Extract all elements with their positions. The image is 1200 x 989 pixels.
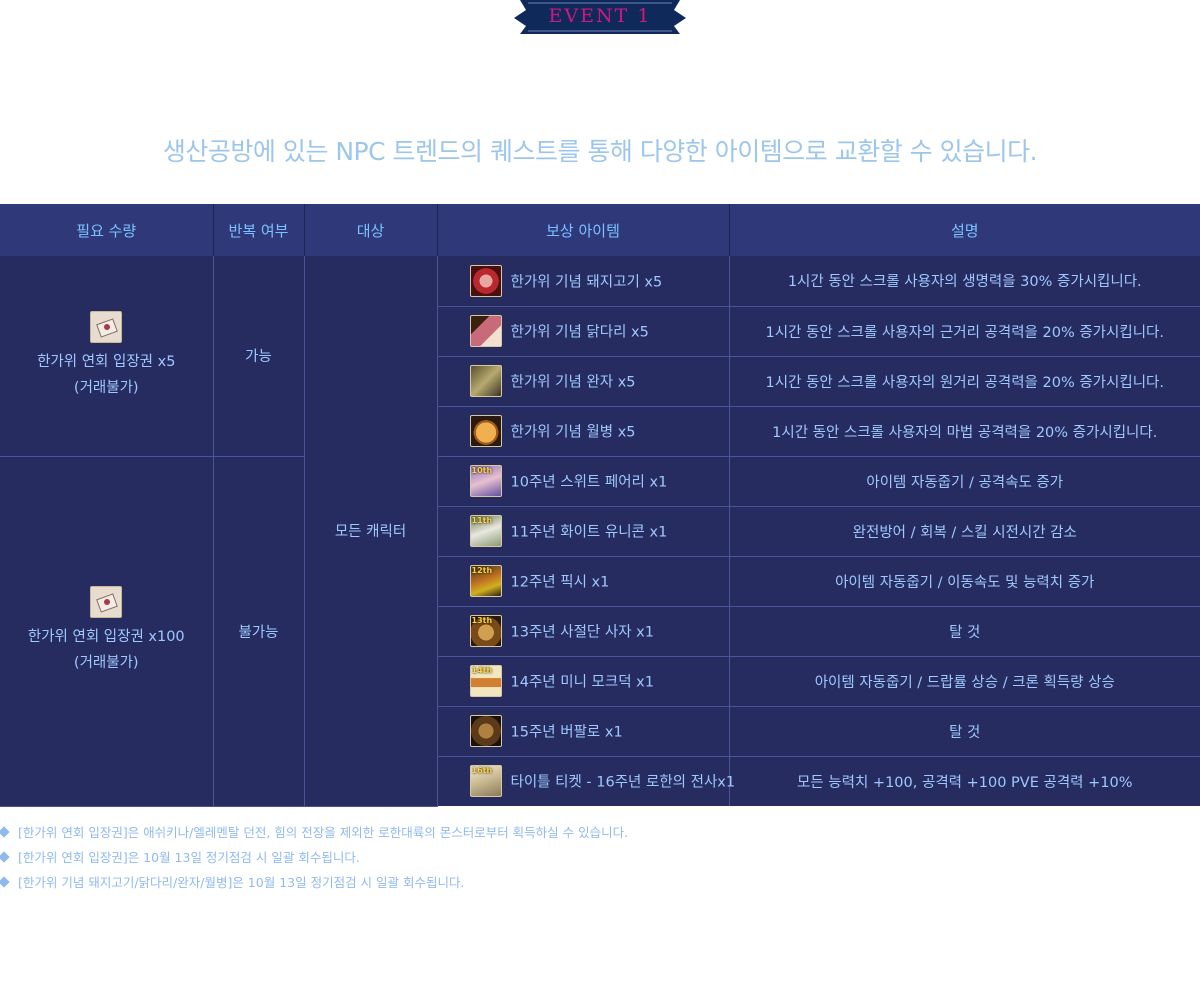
reward-name: 타이틀 티켓 - 16주년 로한의 전사x1: [510, 774, 736, 791]
anniversary-badge: 11th: [471, 516, 493, 525]
repeat-cell: 가능: [213, 256, 305, 457]
reward-cell: 한가위 기념 돼지고기 x5: [437, 256, 730, 307]
target-cell: 모든 캐릭터: [304, 256, 438, 807]
anniversary-badge: 14th: [471, 666, 493, 675]
repeat-cell: 불가능: [213, 456, 305, 807]
event-ribbon: EVENT 1: [514, 0, 686, 34]
description-cell: 탈 것: [729, 606, 1200, 657]
reward-cell: 한가위 기념 닭다리 x5: [437, 306, 730, 357]
ticket-icon: [90, 586, 123, 618]
required-ticket-cell: 한가위 연회 입장권 x100 (거래불가): [0, 456, 214, 807]
description-cell: 아이템 자동줍기 / 공격속도 증가: [729, 456, 1200, 507]
table-row: 16th 타이틀 티켓 - 16주년 로한의 전사x1 모든 능력치 +100, 공…: [0, 756, 1200, 806]
description-cell: 1시간 동안 스크롤 사용자의 마법 공격력을 20% 증가시킵니다.: [729, 406, 1200, 457]
anniversary-badge: 10th: [471, 466, 493, 475]
mocaduck-icon: 14th: [469, 665, 502, 697]
diamond-bullet-icon: [0, 876, 10, 888]
reward-name: 한가위 기념 닭다리 x5: [510, 324, 649, 341]
table-row: 15주년 버팔로 x1 탈 것: [0, 706, 1200, 757]
description-cell: 아이템 자동줍기 / 이동속도 및 능력치 증가: [729, 556, 1200, 607]
description-cell: 탈 것: [729, 706, 1200, 757]
note-item: [한가위 기념 돼지고기/닭다리/완자/월병]은 10월 13일 정기점검 시 …: [0, 872, 1200, 897]
skewer-icon: [469, 365, 502, 397]
reward-cell: 15주년 버팔로 x1: [437, 706, 730, 757]
reward-name: 12주년 픽시 x1: [510, 574, 610, 591]
note-item: [한가위 연회 입장권]은 애쉬키나/엘레멘탈 던전, 힘의 전장을 제외한 로…: [0, 822, 1200, 847]
unicorn-icon: 11th: [469, 515, 502, 547]
anniversary-badge: 12th: [471, 566, 493, 575]
header-description: 설명: [729, 204, 1200, 256]
description-cell: 완전방어 / 회복 / 스킬 시전시간 감소: [729, 506, 1200, 557]
reward-name: 13주년 사절단 사자 x1: [510, 624, 654, 641]
description-cell: 아이템 자동줍기 / 드랍률 상승 / 크론 획득량 상승: [729, 656, 1200, 707]
header-required: 필요 수량: [0, 204, 214, 256]
reward-name: 한가위 기념 완자 x5: [510, 374, 636, 391]
required-ticket-cell: 한가위 연회 입장권 x5 (거래불가): [0, 256, 214, 457]
description-cell: 1시간 동안 스크롤 사용자의 근거리 공격력을 20% 증가시킵니다.: [729, 306, 1200, 357]
diamond-bullet-icon: [0, 851, 10, 863]
table-row: 한가위 기념 완자 x5 1시간 동안 스크롤 사용자의 원거리 공격력을 20%…: [0, 356, 1200, 407]
reward-cell: 13th 13주년 사절단 사자 x1: [437, 606, 730, 657]
ticket-label: 한가위 연회 입장권 x5: [37, 353, 176, 370]
reward-cell: 14th 14주년 미니 모크덕 x1: [437, 656, 730, 707]
reward-name: 한가위 기념 돼지고기 x5: [510, 274, 663, 291]
reward-cell: 한가위 기념 완자 x5: [437, 356, 730, 407]
reward-cell: 16th 타이틀 티켓 - 16주년 로한의 전사x1: [437, 756, 735, 806]
pork-icon: [469, 264, 502, 297]
event-title: EVENT 1: [548, 5, 652, 27]
table-row: 한가위 기념 닭다리 x5 1시간 동안 스크롤 사용자의 근거리 공격력을 20…: [0, 306, 1200, 357]
header-reward: 보상 아이템: [437, 204, 730, 256]
reward-name: 한가위 기념 월병 x5: [510, 424, 636, 441]
ticket-note: (거래불가): [73, 379, 139, 396]
buffalo-icon: [469, 715, 502, 747]
table-row: 14th 14주년 미니 모크덕 x1 아이템 자동줍기 / 드랍률 상승 / 크론…: [0, 656, 1200, 707]
diamond-bullet-icon: [0, 826, 10, 838]
reward-cell: 한가위 기념 월병 x5: [437, 406, 730, 457]
reward-cell: 11th 11주년 화이트 유니콘 x1: [437, 506, 730, 557]
reward-name: 10주년 스위트 페어리 x1: [510, 474, 668, 491]
anniversary-badge: 13th: [471, 616, 493, 625]
fairy-icon: 10th: [469, 465, 502, 497]
table-row: 한가위 기념 월병 x5 1시간 동안 스크롤 사용자의 마법 공격력을 20% …: [0, 406, 1200, 457]
ticket-note: (거래불가): [73, 655, 139, 671]
description-cell: 1시간 동안 스크롤 사용자의 원거리 공격력을 20% 증가시킵니다.: [729, 356, 1200, 407]
reward-name: 14주년 미니 모크덕 x1: [510, 674, 654, 691]
table-row: 한가위 연회 입장권 x5 (거래불가) 가능 모든 캐릭터 한가위 기념 돼지고기 x…: [0, 256, 1200, 807]
header-target: 대상: [304, 204, 438, 256]
reward-cell: 12th 12주년 픽시 x1: [437, 556, 730, 607]
reward-name: 15주년 버팔로 x1: [510, 724, 623, 741]
description-cell: 1시간 동안 스크롤 사용자의 생명력을 30% 증가시킵니다.: [729, 256, 1200, 307]
note-item: [한가위 연회 입장권]은 10월 13일 정기점검 시 일괄 회수됩니다.: [0, 847, 1200, 872]
notes-list: [한가위 연회 입장권]은 애쉬키나/엘레멘탈 던전, 힘의 전장을 제외한 로…: [0, 822, 1200, 897]
header-repeat: 반복 여부: [213, 204, 305, 256]
mooncake-icon: [469, 415, 502, 447]
table-row: 한가위 연회 입장권 x100 (거래불가) 불가능 10th 10주년 스위트 페어리…: [0, 456, 1200, 807]
table-row: 12th 12주년 픽시 x1 아이템 자동줍기 / 이동속도 및 능력치 증가: [0, 556, 1200, 607]
reward-table: 필요 수량 반복 여부 대상 보상 아이템 설명 한가위 연회 입장권 x5 (거…: [0, 204, 1200, 807]
ticket-icon: [90, 310, 123, 343]
reward-name: 11주년 화이트 유니콘 x1: [510, 524, 668, 541]
table-row: 13th 13주년 사절단 사자 x1 탈 것: [0, 606, 1200, 657]
pixie-icon: 12th: [469, 565, 502, 597]
drumstick-icon: [469, 315, 502, 347]
reward-cell: 10th 10주년 스위트 페어리 x1: [437, 456, 730, 507]
ticket-label: 한가위 연회 입장권 x100: [27, 629, 185, 645]
table-header-row: 필요 수량 반복 여부 대상 보상 아이템 설명: [0, 204, 1200, 256]
title-ticket-icon: 16th: [469, 765, 502, 798]
anniversary-badge: 16th: [471, 766, 493, 776]
page-subtitle: 생산공방에 있는 NPC 트렌드의 퀘스트를 통해 다양한 아이템으로 교환할 …: [162, 137, 1038, 166]
description-cell: 모든 능력치 +100, 공격력 +100 PVE 공격력 +10%: [729, 756, 1200, 806]
lion-icon: 13th: [469, 615, 502, 647]
table-row: 11th 11주년 화이트 유니콘 x1 완전방어 / 회복 / 스킬 시전시간 감…: [0, 506, 1200, 557]
